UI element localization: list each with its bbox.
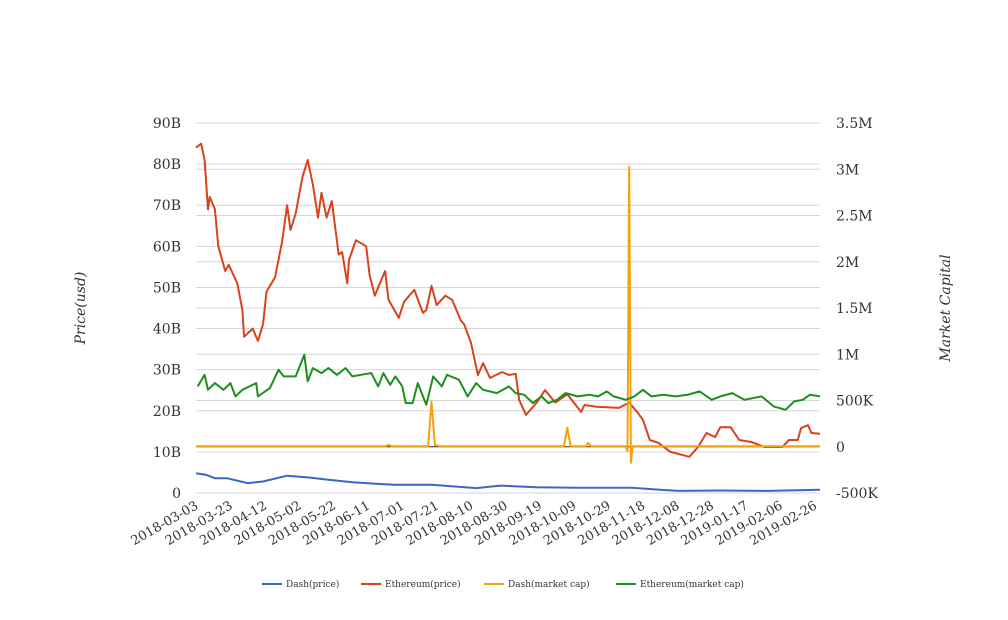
legend-item[interactable]: Ethereum(market cap)	[616, 579, 744, 590]
right-tick-label: 2.5M	[836, 209, 873, 225]
left-tick-label: 70B	[153, 198, 181, 214]
left-tick-label: 50B	[153, 280, 181, 296]
legend-item[interactable]: Dash(market cap)	[484, 579, 590, 590]
legend-label: Dash(market cap)	[508, 579, 590, 590]
left-tick-label: 90B	[153, 116, 181, 132]
legend: Dash(price) Ethereum(price) Dash(market ca…	[262, 579, 744, 590]
left-axis-ticks: 0 10B 20B 30B 40B 50B 60B 70B 80B 90B	[153, 116, 181, 502]
x-axis-ticks: 2018-03-032018-03-232018-04-122018-05-02…	[129, 498, 820, 548]
left-tick-label: 30B	[153, 363, 181, 379]
left-axis-title: Price(usd)	[73, 272, 89, 346]
left-tick-label: 10B	[153, 445, 181, 461]
legend-label: Ethereum(market cap)	[640, 579, 744, 590]
right-tick-label: 3.5M	[836, 116, 873, 132]
right-tick-label: 3M	[836, 162, 859, 178]
series-line-ethereum-price	[195, 142, 821, 458]
right-axis-ticks: -500K 0 500K 1M 1.5M 2M 2.5M 3M 3.5M	[836, 116, 878, 502]
right-axis-title: Market Capital	[938, 254, 954, 362]
left-tick-label: 80B	[153, 157, 181, 173]
series-line-ethereum-market-cap	[196, 353, 821, 411]
left-tick-label: 20B	[153, 404, 181, 420]
series-lines	[195, 142, 821, 492]
right-tick-label: 2M	[836, 255, 859, 271]
legend-item[interactable]: Dash(price)	[262, 579, 339, 590]
right-tick-label: 1.5M	[836, 301, 873, 317]
right-tick-label: 0	[836, 440, 845, 456]
right-tick-label: 1M	[836, 347, 859, 363]
legend-label: Ethereum(price)	[385, 579, 461, 590]
right-tick-label: 500K	[836, 394, 874, 410]
legend-label: Dash(price)	[286, 579, 339, 590]
gridlines	[196, 122, 820, 494]
series-line-dash-market-cap	[196, 165, 820, 464]
left-tick-label: 40B	[153, 322, 181, 338]
left-tick-label: 0	[172, 486, 181, 502]
left-tick-label: 60B	[153, 239, 181, 255]
series-line-dash-price	[195, 472, 821, 492]
legend-item[interactable]: Ethereum(price)	[361, 579, 461, 590]
right-tick-label: -500K	[836, 486, 878, 502]
